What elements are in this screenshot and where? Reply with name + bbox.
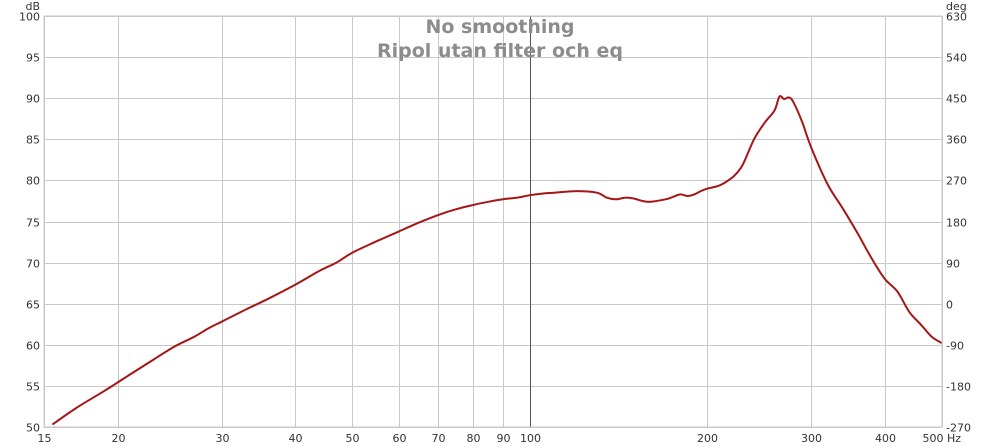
x-tick-label: 100 xyxy=(520,432,541,445)
y2-tick-label: 90 xyxy=(946,258,960,271)
y2-tick-label: 540 xyxy=(946,52,967,65)
x-tick-label: 30 xyxy=(216,432,230,445)
x-tick-label: 40 xyxy=(289,432,303,445)
x-tick-label: 70 xyxy=(432,432,446,445)
x-tick-label: 400 xyxy=(875,432,896,445)
y2-axis-unit: deg xyxy=(946,0,967,13)
y-tick-label: 50 xyxy=(26,422,40,435)
x-tick-label: 50 xyxy=(346,432,360,445)
y2-tick-label: 630 xyxy=(946,11,967,24)
spl-response-line xyxy=(51,95,943,426)
x-tick-label: 500 xyxy=(923,432,944,445)
y2-tick-labels: 630 540 450 360 270 180 90 0 -90 -180 -270 xyxy=(946,11,971,435)
chart-title: No smoothing xyxy=(425,16,574,38)
plot-border xyxy=(43,15,943,428)
y-tick-labels: 100 95 90 85 80 75 70 65 60 55 50 xyxy=(19,11,40,435)
y-tick-label: 90 xyxy=(26,93,40,106)
y2-tick-label: 180 xyxy=(946,217,967,230)
x-tick-labels: 15 20 30 40 50 60 70 80 90 100 200 300 400 500 xyxy=(38,432,944,445)
x-tick-label: 90 xyxy=(497,432,511,445)
y-tick-label: 70 xyxy=(26,258,40,271)
y-tick-label: 100 xyxy=(19,11,40,24)
y2-tick-label: -180 xyxy=(946,381,971,394)
x-tick-label: 200 xyxy=(697,432,718,445)
y-axis-unit: dB xyxy=(25,0,40,13)
x-tick-label: 60 xyxy=(393,432,407,445)
y2-tick-label: 360 xyxy=(946,134,967,147)
chart-subtitle: Ripol utan filter och eq xyxy=(377,40,623,62)
y-tick-label: 80 xyxy=(26,175,40,188)
x-tick-label: 300 xyxy=(801,432,822,445)
plot-background xyxy=(44,16,942,427)
y2-tick-label: 270 xyxy=(946,175,967,188)
y-tick-label: 55 xyxy=(26,381,40,394)
y-tick-label: 65 xyxy=(26,299,40,312)
y-tick-label: 60 xyxy=(26,340,40,353)
x-axis-unit: Hz xyxy=(947,432,961,445)
x-tick-label: 80 xyxy=(467,432,481,445)
x-tick-label: 20 xyxy=(112,432,126,445)
y2-tick-label: 450 xyxy=(946,93,967,106)
y2-tick-label: -270 xyxy=(946,422,971,435)
y-tick-label: 85 xyxy=(26,134,40,147)
y-tick-label: 95 xyxy=(26,52,40,65)
y-tick-label: 75 xyxy=(26,217,40,230)
y2-tick-label: -90 xyxy=(946,340,964,353)
x-tick-label: 15 xyxy=(38,432,52,445)
y2-tick-label: 0 xyxy=(946,299,953,312)
